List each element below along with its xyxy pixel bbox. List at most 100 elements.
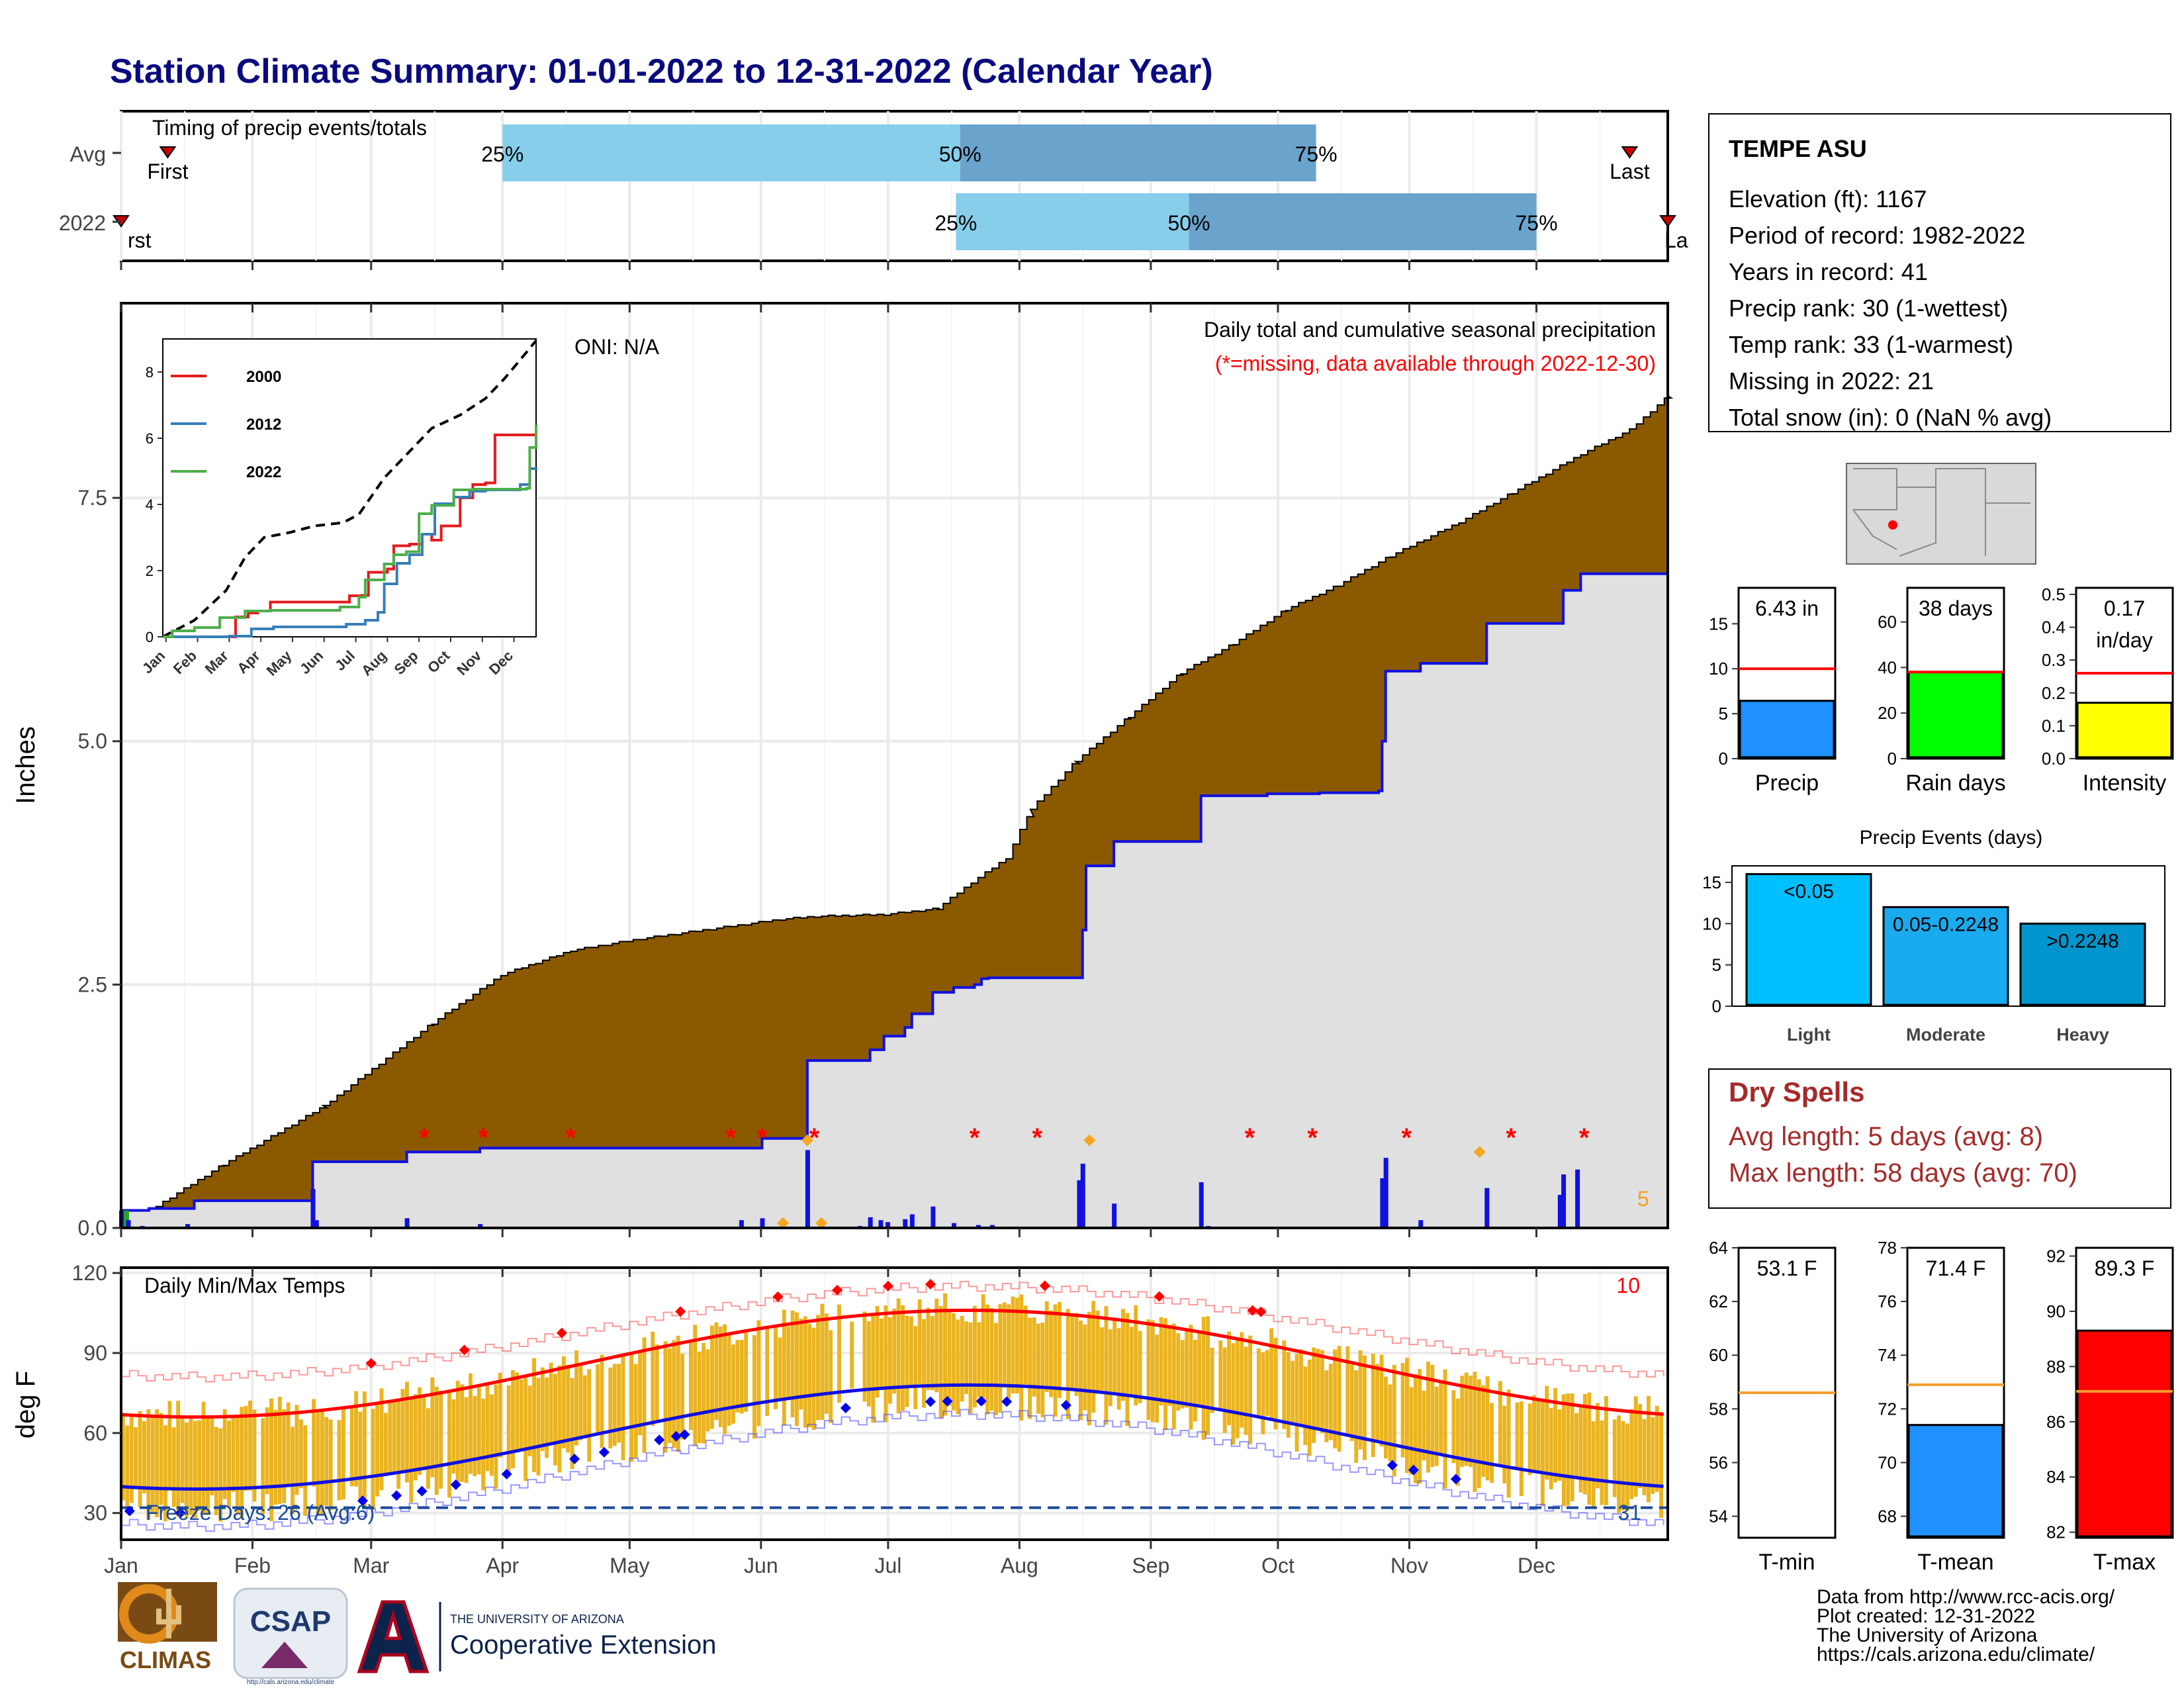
daily-temp-bar	[324, 1417, 329, 1506]
daily-temp-bar	[295, 1405, 299, 1495]
month-label-jun: Jun	[744, 1554, 778, 1577]
intensity-y-tick-label: 0.3	[2042, 650, 2066, 670]
timing-bar-q2-q3	[960, 124, 1316, 181]
timing-pct-label: 25%	[934, 211, 977, 235]
daily-temp-bar	[1121, 1309, 1125, 1401]
daily-temp-bar	[629, 1353, 634, 1462]
daily-temp-bar	[913, 1326, 918, 1409]
daily-temp-bar	[426, 1408, 430, 1489]
observed-cumulative-precip-line	[121, 572, 1668, 1212]
daily-temp-bar	[1498, 1381, 1502, 1466]
record-precip-marker	[801, 1134, 813, 1147]
temp-mean-value-label: 71.4 F	[1926, 1256, 1986, 1280]
missing-day-marker: *	[1506, 1123, 1516, 1152]
month-label-mar: Mar	[353, 1554, 389, 1577]
daily-temp-bar	[1091, 1301, 1096, 1413]
first-event-label: First	[147, 160, 188, 183]
daily-temp-bar	[1578, 1407, 1583, 1493]
daily-temp-bar	[1155, 1335, 1160, 1423]
missing-data-markers: * * * * * * * * * * * * *	[419, 1123, 1590, 1152]
daily-temp-bar	[434, 1386, 439, 1495]
temp-min-y-tick-label: 64	[1709, 1238, 1728, 1258]
station-precip-rank: Precip rank: 30 (1-wettest)	[1729, 295, 2008, 322]
daily-temp-bar	[922, 1319, 927, 1408]
daily-temp-bar	[1502, 1405, 1507, 1483]
intensity-y-tick-label: 0.5	[2042, 585, 2066, 604]
daily-temp-bar	[1646, 1395, 1651, 1503]
daily-precip-bar	[126, 1220, 131, 1228]
daily-temp-bar	[422, 1396, 426, 1471]
last-event-marker	[1621, 146, 1639, 159]
temp-y-tick-label: 60	[83, 1421, 107, 1445]
timing-label: Timing of precip events/totals	[152, 116, 427, 140]
daily-temp-bar	[702, 1342, 706, 1444]
daily-temp-bar	[455, 1380, 460, 1486]
temp-mean-y-tick-label: 74	[1878, 1345, 1897, 1365]
daily-temp-bar	[206, 1416, 210, 1515]
daily-temp-bar	[1079, 1320, 1083, 1421]
station-name: TEMPE ASU	[1729, 135, 1867, 162]
record-high-marker	[882, 1280, 893, 1291]
record-low-marker	[1060, 1399, 1071, 1411]
daily-precip-bar	[885, 1222, 890, 1228]
daily-temp-bar	[1206, 1316, 1210, 1436]
daily-temp-bar	[612, 1364, 617, 1446]
precip-corner-label: 5	[1637, 1187, 1649, 1211]
daily-temp-bar	[672, 1340, 676, 1448]
missing-day-marker: *	[478, 1123, 489, 1152]
daily-temp-bar	[1333, 1349, 1338, 1449]
oni-label: ONI: N/A	[574, 335, 660, 359]
temp-panel-title: Daily Min/Max Temps	[144, 1274, 345, 1297]
daily-temp-bar	[1104, 1306, 1109, 1425]
record-precip-marker	[1473, 1146, 1486, 1158]
month-label-feb: Feb	[234, 1554, 271, 1577]
precip-y-tick-label: 2.5	[78, 972, 107, 996]
temp-max-y-tick-label: 84	[2046, 1467, 2066, 1487]
daily-temp-bar	[167, 1401, 172, 1487]
intensity-y-tick-label: 0.2	[2042, 683, 2066, 703]
start-precip-marker	[122, 1210, 129, 1228]
daily-temp-bar	[947, 1311, 952, 1406]
daily-temp-bar	[1625, 1423, 1629, 1511]
daily-temp-bar	[328, 1419, 333, 1511]
daily-temp-bar	[511, 1370, 515, 1469]
daily-temp-bar	[1392, 1364, 1396, 1477]
station-period: Period of record: 1982-2022	[1729, 222, 2025, 249]
daily-temp-bar	[404, 1382, 409, 1483]
daily-temp-bar	[418, 1387, 422, 1475]
daily-temp-bar	[1210, 1347, 1214, 1413]
daily-temp-bar	[261, 1418, 265, 1514]
daily-temp-bar	[1409, 1387, 1414, 1475]
daily-temp-bar	[1185, 1331, 1189, 1408]
precip-summary-bars: 0 5 10 15 6.43 in Precip 0 20 40 60 38 days Rain da…	[1709, 585, 2174, 796]
record-high-marker	[772, 1291, 784, 1302]
month-label-jan: Jan	[104, 1554, 138, 1577]
daily-temp-bar	[214, 1427, 218, 1515]
daily-temp-bar	[1036, 1323, 1040, 1414]
daily-temp-bar	[341, 1407, 345, 1500]
daily-temp-bar	[1400, 1363, 1405, 1458]
timing-bars: 25% 50% 75% First Last 25% 50% 75% rst La	[113, 124, 1688, 252]
daily-temp-bar	[1490, 1403, 1494, 1483]
record-high-marker	[459, 1344, 470, 1356]
daily-temp-bar	[1375, 1364, 1380, 1441]
daily-temp-bar	[1049, 1310, 1054, 1397]
temp-max-x-label: T-max	[2093, 1550, 2156, 1575]
daily-precip-bar	[1383, 1158, 1388, 1228]
temp-mean-y-tick-label: 72	[1878, 1399, 1897, 1419]
timing-pct-label: 25%	[481, 142, 523, 166]
daily-temp-bar	[807, 1323, 812, 1427]
record-low-marker	[1001, 1396, 1013, 1407]
logo-climas: CLIMAS	[118, 1582, 217, 1673]
daily-temp-bar	[1439, 1382, 1443, 1454]
daily-temp-bar	[1189, 1325, 1193, 1430]
daily-temp-bar	[1460, 1376, 1465, 1468]
daily-temp-bar	[993, 1323, 998, 1416]
daily-temp-bar	[1058, 1301, 1062, 1398]
daily-temp-bar	[396, 1401, 401, 1489]
record-low-marker	[925, 1396, 936, 1407]
daily-temp-bar	[651, 1331, 655, 1427]
daily-temp-bar	[1642, 1419, 1647, 1495]
footer-url: https://cals.arizona.edu/climate/	[1817, 1644, 2095, 1665]
